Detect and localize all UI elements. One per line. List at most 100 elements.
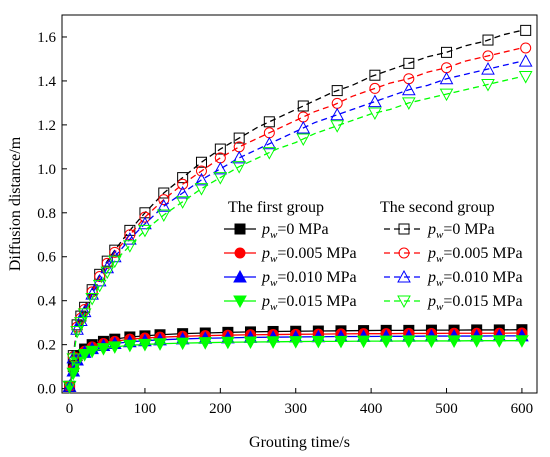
second-group-point bbox=[62, 380, 77, 394]
first-group-point bbox=[175, 337, 190, 351]
second-group-point bbox=[232, 161, 247, 174]
first-group-point bbox=[311, 335, 326, 349]
first-group-point bbox=[85, 345, 100, 359]
legend-marker-second bbox=[398, 247, 410, 259]
second-group-point bbox=[77, 308, 92, 321]
second-group-point bbox=[401, 82, 416, 96]
legend-label-first: pw=0 MPa bbox=[261, 221, 329, 241]
x-tick-label: 600 bbox=[511, 401, 534, 417]
legend-label-second: pw=0.005 MPa bbox=[427, 245, 523, 265]
second-group-point bbox=[100, 266, 115, 280]
second-group-point bbox=[439, 71, 454, 85]
second-group-point bbox=[481, 78, 495, 92]
axis-ticks: 0 100 200 300 400 500 600 0.0 0.2 0.4 0.6 0.8 1.0 1.2… bbox=[37, 30, 533, 417]
second-group-point bbox=[520, 42, 532, 54]
second-group-point bbox=[156, 199, 171, 212]
second-group-point bbox=[482, 50, 494, 62]
second-group-point bbox=[214, 143, 226, 155]
first-group-point bbox=[221, 336, 235, 350]
legend-label-second: pw=0.015 MPa bbox=[427, 293, 523, 313]
second-group-point bbox=[194, 183, 209, 196]
first-group-point bbox=[288, 336, 303, 349]
legend-title-first-group: The first group bbox=[228, 199, 324, 216]
second-group-point bbox=[139, 211, 151, 223]
first-group-point bbox=[492, 335, 507, 348]
legend-marker-first bbox=[233, 269, 247, 283]
first-group-point bbox=[401, 335, 416, 348]
y-axis-label: Diffusion distance/m bbox=[7, 136, 24, 271]
legend-label-first: pw=0.015 MPa bbox=[261, 293, 357, 313]
second-group-point bbox=[156, 209, 171, 223]
legend-marker-second bbox=[397, 295, 411, 309]
second-group-point bbox=[262, 136, 277, 150]
x-axis-label: Grouting time/s bbox=[249, 434, 350, 451]
second-group-point bbox=[138, 224, 152, 238]
x-tick-label: 100 bbox=[134, 401, 157, 417]
second-group-point bbox=[177, 178, 189, 190]
second-group-line bbox=[68, 75, 523, 387]
first-group-point bbox=[77, 349, 92, 362]
second-group-point bbox=[369, 69, 381, 81]
x-tick-label: 0 bbox=[66, 401, 74, 417]
second-group-point bbox=[123, 232, 137, 245]
y-tick-label: 1.6 bbox=[37, 30, 56, 46]
second-group-point bbox=[369, 82, 381, 94]
first-group-point bbox=[334, 335, 348, 349]
y-tick-label: 1.0 bbox=[37, 162, 56, 178]
second-group-point bbox=[331, 85, 343, 97]
first-group-point bbox=[515, 335, 529, 348]
x-tick-label: 400 bbox=[360, 401, 383, 417]
second-group-point bbox=[70, 325, 84, 339]
legend-marker-first bbox=[234, 223, 246, 235]
second-group-point bbox=[158, 194, 170, 206]
legend: The first group The second group pw=0 MPa p… bbox=[224, 199, 523, 313]
first-group-point bbox=[198, 337, 213, 350]
second-group-point bbox=[233, 132, 245, 144]
second-group-point bbox=[213, 161, 228, 175]
legend-marker-first bbox=[234, 247, 246, 259]
first-group-point bbox=[138, 338, 152, 352]
second-group-point bbox=[401, 97, 416, 110]
second-group-point bbox=[175, 185, 190, 199]
second-group-point bbox=[74, 317, 88, 330]
first-group-point bbox=[356, 335, 371, 349]
legend-label-second: pw=0 MPa bbox=[427, 221, 495, 241]
first-group-series bbox=[62, 324, 529, 394]
y-tick-label: 1.2 bbox=[37, 118, 56, 134]
second-group-point bbox=[195, 165, 207, 177]
legend-marker-first bbox=[233, 295, 247, 309]
second-group-point bbox=[330, 120, 345, 133]
second-group-point bbox=[66, 353, 81, 366]
first-group-point bbox=[469, 335, 484, 348]
second-group-point bbox=[138, 216, 152, 230]
x-tick-label: 500 bbox=[435, 401, 458, 417]
legend-marker-second bbox=[398, 223, 410, 235]
y-tick-label: 0.4 bbox=[37, 294, 56, 310]
first-group-point bbox=[66, 367, 81, 381]
second-group-point bbox=[175, 196, 190, 209]
x-tick-label: 200 bbox=[209, 401, 232, 417]
second-group-point bbox=[92, 279, 107, 293]
second-group-point bbox=[296, 120, 311, 134]
first-group-point bbox=[243, 336, 258, 350]
first-group-point bbox=[447, 335, 461, 348]
first-group-point bbox=[379, 335, 394, 349]
second-group-point bbox=[368, 94, 382, 108]
second-group-point bbox=[232, 150, 247, 164]
second-group-point bbox=[403, 57, 415, 69]
first-group-point bbox=[123, 339, 137, 353]
plot-frame bbox=[61, 14, 538, 394]
first-group-point bbox=[266, 336, 280, 349]
second-group-point bbox=[481, 62, 495, 75]
second-group-point bbox=[85, 293, 100, 306]
second-group-point bbox=[518, 71, 533, 84]
second-group-point bbox=[109, 246, 121, 258]
second-group-point bbox=[213, 172, 228, 185]
second-group-point bbox=[296, 133, 311, 146]
second-group-point bbox=[158, 187, 170, 199]
first-group-point bbox=[107, 341, 122, 354]
second-group-point bbox=[74, 313, 88, 326]
first-group-point bbox=[96, 343, 111, 356]
second-group-point bbox=[123, 240, 137, 253]
y-tick-label: 0.0 bbox=[37, 382, 56, 398]
